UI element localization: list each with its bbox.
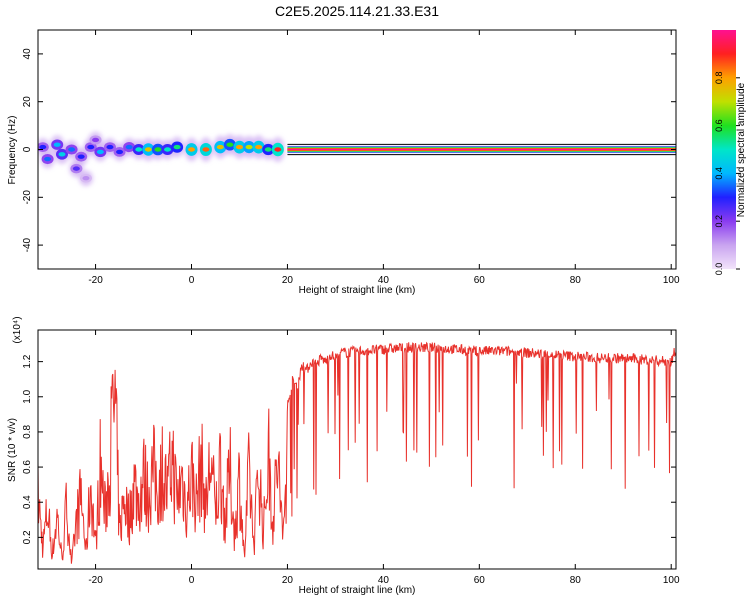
spectrogram-blob-core — [245, 144, 253, 150]
spectrogram-blob-core — [87, 144, 95, 150]
colorbar-tick-label: 0.8 — [714, 72, 724, 85]
snr-frame — [37, 329, 677, 570]
snr-series-line — [38, 341, 676, 564]
colorbar-tick-label: 0.4 — [714, 167, 724, 180]
x-tick-label: 80 — [570, 275, 582, 286]
x-tick-label: 100 — [663, 575, 680, 586]
x-tick-label: 40 — [378, 275, 390, 286]
x-tick-label: 60 — [474, 275, 486, 286]
spectrogram-panel: -20 0 20 40 60 80 100 -40 -20 0 20 40 Height of st… — [7, 29, 680, 296]
y-tick-label: -20 — [22, 190, 33, 205]
x-tick-label: 20 — [282, 575, 294, 586]
x-tick-label: 20 — [282, 275, 294, 286]
y-tick-label: 0.8 — [22, 425, 33, 439]
y-tick-label: 0.4 — [22, 495, 33, 509]
snr-plot-area — [38, 330, 676, 569]
spectrogram-blob-core — [39, 144, 47, 150]
spectrogram-blob-core — [53, 142, 61, 147]
colorbar-label: Normalized spectral amplitude — [736, 82, 747, 217]
snr-scale-label: (x10⁴) — [12, 316, 23, 343]
colorbar-tick-label: 0.0 — [714, 263, 724, 276]
spectrogram-blob-core — [125, 144, 133, 150]
snr-marks — [38, 341, 676, 564]
spectrogram-band-layer — [287, 148, 676, 151]
spectrogram-blob-core — [77, 154, 85, 159]
colorbar: 0.0 0.2 0.4 0.6 0.8 Normalized spectral ampl… — [712, 30, 747, 275]
spectrogram-blob-core — [274, 147, 282, 152]
x-tick-label: -20 — [88, 575, 103, 586]
spectrogram-x-ticks: -20 0 20 40 60 80 100 — [88, 30, 680, 286]
spectrogram-blob-core — [264, 147, 272, 152]
spectrogram-blob-core — [135, 147, 143, 152]
x-tick-label: 100 — [663, 275, 680, 286]
spectrogram-blob-core — [58, 152, 66, 157]
y-tick-label: 0 — [22, 146, 33, 152]
spectrogram-blob-core — [92, 137, 100, 143]
spectrogram-x-axis-label: Height of straight line (km) — [299, 285, 416, 296]
spectrogram-blob-core — [106, 144, 114, 150]
figure-title: C2E5.2025.114.21.33.E31 — [275, 3, 439, 19]
snr-panel: -20 0 20 40 60 80 100 0.2 0.4 0.6 0.8 1.0 1.2 (x10⁴… — [7, 316, 680, 596]
spectrogram-blob-core — [164, 147, 172, 152]
spectrogram-halo-layer — [38, 131, 285, 186]
spectrogram-blob-core — [144, 147, 152, 152]
snr-x-axis-label: Height of straight line (km) — [299, 585, 416, 596]
colorbar-ticks: 0.0 0.2 0.4 0.6 0.8 — [714, 72, 740, 276]
spectrogram-blob-core — [173, 144, 181, 150]
spectrogram-y-axis-label: Frequency (Hz) — [7, 116, 18, 185]
y-tick-label: 20 — [22, 96, 33, 108]
y-tick-label: 0.2 — [22, 530, 33, 544]
spectrogram-blob-core — [154, 147, 162, 152]
spectrogram-blob-core — [44, 156, 52, 162]
spectrogram-blob-core — [226, 142, 234, 147]
y-tick-label: 1.0 — [22, 389, 33, 403]
snr-y-axis-label: SNR (10 * v/v) — [7, 418, 18, 482]
colorbar-gradient — [712, 30, 736, 269]
y-tick-label: -40 — [22, 237, 33, 252]
snr-y-ticks: 0.2 0.4 0.6 0.8 1.0 1.2 — [22, 354, 676, 544]
spectrogram-blob-core — [235, 144, 243, 150]
x-tick-label: 0 — [189, 575, 195, 586]
spectrogram-blob-core — [216, 144, 224, 150]
y-tick-label: 0.6 — [22, 460, 33, 474]
snr-x-ticks: -20 0 20 40 60 80 100 — [88, 330, 680, 586]
spectrogram-band — [287, 143, 676, 156]
spectrogram-blob-core — [202, 147, 210, 152]
spectrogram-blob-core — [68, 147, 76, 152]
spectrogram-blob-core — [116, 149, 124, 155]
spectrogram-blob-core — [72, 166, 80, 171]
x-tick-label: 40 — [378, 575, 390, 586]
x-tick-label: 80 — [570, 575, 582, 586]
spectrogram-y-ticks: -40 -20 0 20 40 — [22, 48, 676, 252]
colorbar-tick-label: 0.6 — [714, 119, 724, 132]
spectrogram-blob-core — [96, 149, 104, 155]
spectrogram-blob-core — [82, 175, 90, 181]
spectrogram-blob-core — [188, 147, 196, 152]
spectrogram-marks — [38, 131, 676, 186]
y-tick-label: 1.2 — [22, 354, 33, 368]
x-tick-label: 60 — [474, 575, 486, 586]
x-tick-label: -20 — [88, 275, 103, 286]
y-tick-label: 40 — [22, 48, 33, 60]
colorbar-tick-label: 0.2 — [714, 215, 724, 228]
x-tick-label: 0 — [189, 275, 195, 286]
spectrogram-blob-core — [255, 144, 263, 150]
